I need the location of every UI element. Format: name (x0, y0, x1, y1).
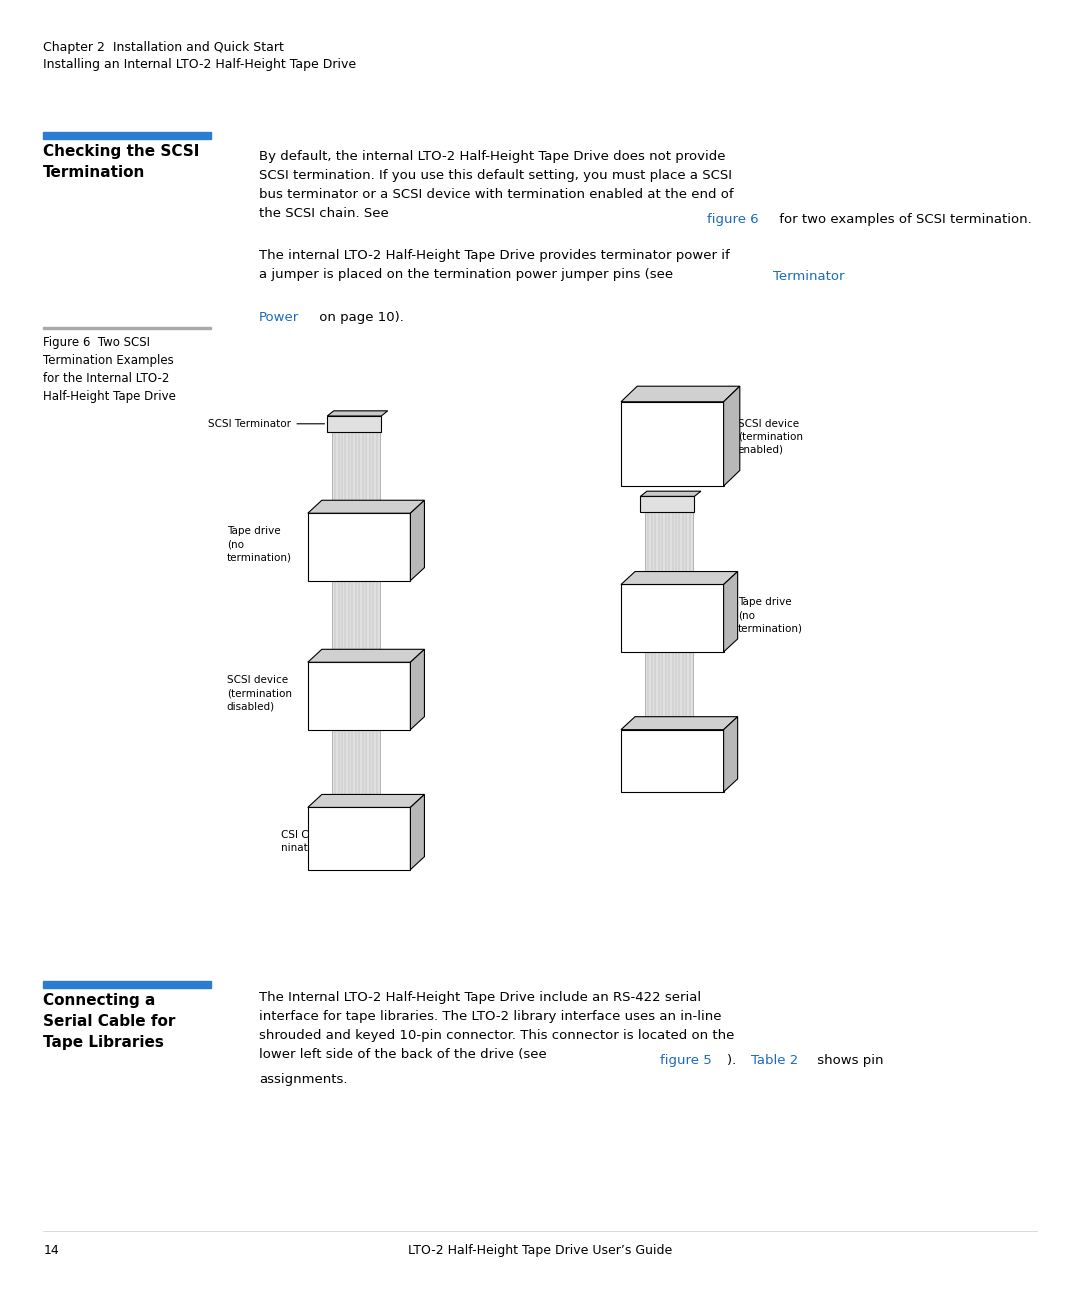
Polygon shape (621, 386, 740, 402)
Polygon shape (724, 386, 740, 486)
Polygon shape (308, 500, 424, 513)
Text: Tape drive
(no
termination): Tape drive (no termination) (227, 526, 292, 562)
Text: Chapter 2  Installation and Quick Start: Chapter 2 Installation and Quick Start (43, 41, 284, 54)
Polygon shape (308, 794, 424, 807)
Text: SCSI device
(termination
disabled): SCSI device (termination disabled) (227, 675, 292, 712)
Text: 14: 14 (43, 1244, 59, 1257)
Text: CSI Controller
nination enabled): CSI Controller nination enabled) (281, 829, 373, 853)
Text: figure 5: figure 5 (660, 1054, 712, 1067)
Polygon shape (327, 411, 388, 416)
Bar (621, 402, 724, 486)
Bar (327, 416, 381, 432)
Text: ).: ). (727, 1054, 741, 1067)
Text: shows pin: shows pin (813, 1054, 883, 1067)
Text: for two examples of SCSI termination.: for two examples of SCSI termination. (775, 214, 1032, 227)
Text: SCSI Terminator: SCSI Terminator (208, 419, 324, 429)
Polygon shape (410, 649, 424, 730)
Polygon shape (410, 500, 424, 581)
Polygon shape (724, 717, 738, 792)
Text: Terminator: Terminator (773, 270, 845, 284)
Bar (43, 981, 211, 988)
Text: Power: Power (259, 311, 299, 324)
Text: The Internal LTO-2 Half-Height Tape Drive include an RS-422 serial
interface for: The Internal LTO-2 Half-Height Tape Driv… (259, 991, 734, 1061)
Text: The internal LTO-2 Half-Height Tape Drive provides terminator power if
a jumper : The internal LTO-2 Half-Height Tape Driv… (259, 249, 730, 281)
Bar (308, 513, 410, 581)
Polygon shape (332, 432, 380, 513)
Text: Checking the SCSI
Termination: Checking the SCSI Termination (43, 144, 200, 180)
Polygon shape (332, 730, 380, 807)
Text: Figure 6  Two SCSI
Termination Examples
for the Internal LTO-2
Half-Height Tape : Figure 6 Two SCSI Termination Examples f… (43, 336, 176, 403)
Polygon shape (410, 794, 424, 870)
Polygon shape (621, 572, 738, 584)
Text: Installing an Internal LTO-2 Half-Height Tape Drive: Installing an Internal LTO-2 Half-Height… (43, 58, 356, 71)
Bar (640, 496, 694, 512)
Polygon shape (645, 512, 693, 584)
Bar (43, 132, 211, 139)
Text: LTO-2 Half-Height Tape Drive User’s Guide: LTO-2 Half-Height Tape Drive User’s Guid… (408, 1244, 672, 1257)
Text: SCSI device
(termination
enabled): SCSI device (termination enabled) (738, 419, 802, 455)
Polygon shape (640, 491, 701, 496)
Text: By default, the internal LTO-2 Half-Height Tape Drive does not provide
SCSI term: By default, the internal LTO-2 Half-Heig… (259, 150, 733, 220)
Text: assignments.: assignments. (259, 1073, 348, 1086)
Bar (308, 807, 410, 870)
Polygon shape (332, 581, 380, 662)
Text: SCSI Controlle
(termination enab: SCSI Controlle (termination enab (630, 752, 724, 775)
Polygon shape (645, 652, 693, 730)
Text: Table 2: Table 2 (751, 1054, 798, 1067)
Text: on page 10).: on page 10). (315, 311, 404, 324)
Bar (621, 730, 724, 792)
Text: Tape drive
(no
termination): Tape drive (no termination) (738, 597, 802, 634)
Bar (43, 327, 211, 329)
Text: Connecting a
Serial Cable for
Tape Libraries: Connecting a Serial Cable for Tape Libra… (43, 993, 176, 1050)
Polygon shape (621, 717, 738, 730)
Text: figure 6: figure 6 (707, 214, 759, 227)
Bar (308, 662, 410, 730)
Polygon shape (308, 649, 424, 662)
Polygon shape (724, 572, 738, 652)
Bar (621, 584, 724, 652)
